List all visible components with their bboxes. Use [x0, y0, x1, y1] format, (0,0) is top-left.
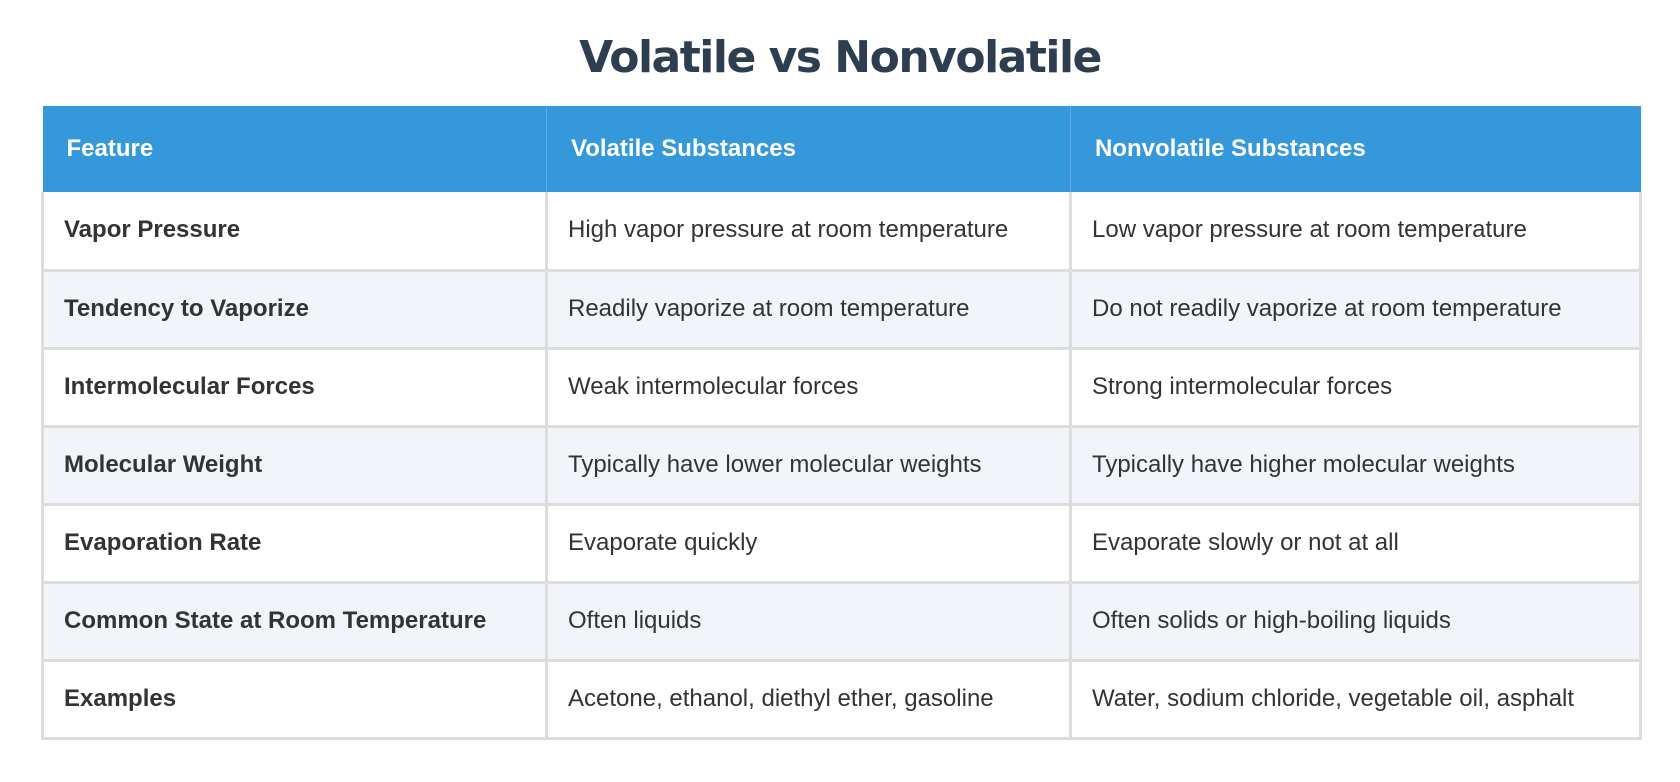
feature-cell: Tendency to Vaporize [41, 270, 548, 350]
table-row: Examples Acetone, ethanol, diethyl ether… [41, 660, 1642, 740]
table-header-row: Feature Volatile Substances Nonvolatile … [42, 106, 1641, 192]
feature-cell: Vapor Pressure [41, 192, 548, 272]
nonvolatile-cell: Evaporate slowly or not at all [1069, 504, 1642, 584]
comparison-table: Feature Volatile Substances Nonvolatile … [41, 106, 1642, 740]
nonvolatile-cell: Typically have higher molecular weights [1069, 426, 1642, 506]
table-row: Common State at Room Temperature Often l… [41, 582, 1642, 662]
nonvolatile-cell: Often solids or high-boiling liquids [1069, 582, 1642, 662]
feature-cell: Evaporation Rate [41, 504, 548, 584]
page-title: Volatile vs Nonvolatile [579, 32, 1102, 83]
volatile-cell: Readily vaporize at room temperature [545, 270, 1072, 350]
table-row: Intermolecular Forces Weak intermolecula… [41, 348, 1642, 428]
volatile-cell: Acetone, ethanol, diethyl ether, gasolin… [545, 660, 1072, 740]
header-nonvolatile: Nonvolatile Substances [1070, 106, 1641, 192]
volatile-cell: High vapor pressure at room temperature [545, 192, 1072, 272]
table-row: Tendency to Vaporize Readily vaporize at… [41, 270, 1642, 350]
volatile-cell: Typically have lower molecular weights [545, 426, 1072, 506]
nonvolatile-cell: Do not readily vaporize at room temperat… [1069, 270, 1642, 350]
header-volatile: Volatile Substances [546, 106, 1071, 192]
feature-cell: Common State at Room Temperature [41, 582, 548, 662]
table-row: Vapor Pressure High vapor pressure at ro… [41, 192, 1642, 272]
nonvolatile-cell: Low vapor pressure at room temperature [1069, 192, 1642, 272]
nonvolatile-cell: Strong intermolecular forces [1069, 348, 1642, 428]
feature-cell: Examples [41, 660, 548, 740]
feature-cell: Intermolecular Forces [41, 348, 548, 428]
table-row: Evaporation Rate Evaporate quickly Evapo… [41, 504, 1642, 584]
feature-cell: Molecular Weight [41, 426, 548, 506]
nonvolatile-cell: Water, sodium chloride, vegetable oil, a… [1069, 660, 1642, 740]
volatile-cell: Weak intermolecular forces [545, 348, 1072, 428]
table-row: Molecular Weight Typically have lower mo… [41, 426, 1642, 506]
volatile-cell: Often liquids [545, 582, 1072, 662]
volatile-cell: Evaporate quickly [545, 504, 1072, 584]
header-feature: Feature [42, 106, 547, 192]
